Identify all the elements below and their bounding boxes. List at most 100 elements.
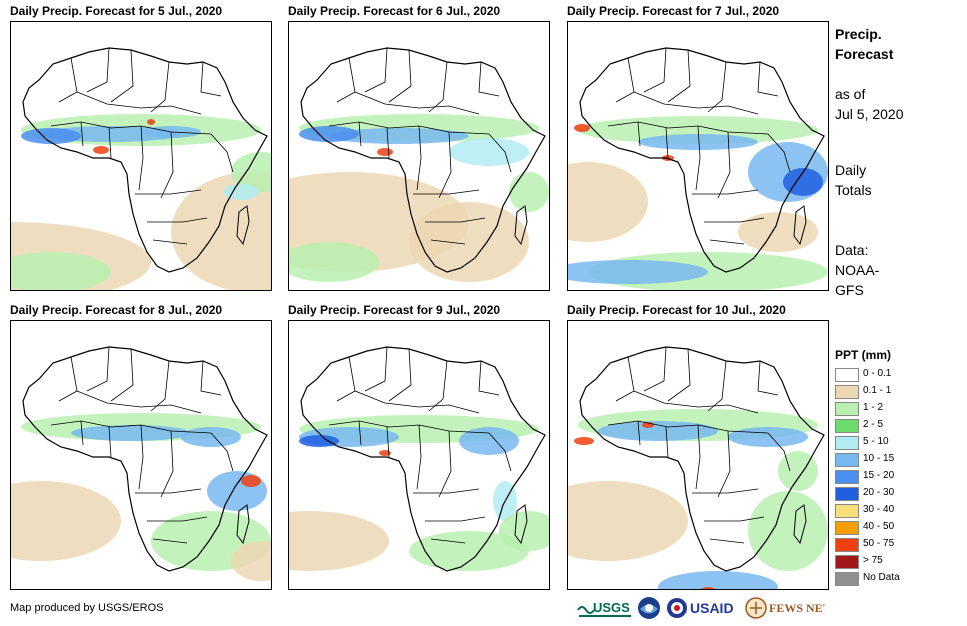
fews-net-logo: FEWS NET <box>745 596 831 620</box>
legend-swatch <box>835 504 859 518</box>
forecast-map[interactable] <box>288 21 550 291</box>
side-title-line2: Forecast <box>835 46 894 62</box>
country-border <box>336 356 356 402</box>
legend-item: 5 - 10 <box>835 434 891 451</box>
legend-label: > 75 <box>863 555 883 566</box>
country-border <box>709 538 745 544</box>
country-border <box>80 420 84 446</box>
country-border <box>50 121 212 135</box>
africa-outline <box>579 346 825 572</box>
madagascar-outline <box>514 504 528 545</box>
africa-outline <box>579 47 825 273</box>
country-border <box>692 488 759 494</box>
side-asof: as of Jul 5, 2020 <box>835 84 904 124</box>
asof-line1: as of <box>835 86 866 102</box>
precip-area <box>299 126 359 142</box>
totals-line2: Totals <box>835 182 872 198</box>
country-border <box>643 47 667 93</box>
country-border <box>200 61 222 97</box>
country-border <box>364 47 388 93</box>
usgs-logo: USGS <box>577 596 633 620</box>
madagascar-outline <box>514 205 528 246</box>
precip-area <box>299 435 339 447</box>
map-graphic <box>289 346 549 572</box>
precip-area <box>568 260 708 284</box>
country-border <box>430 239 466 245</box>
legend-label: No Data <box>863 572 900 583</box>
precip-legend: PPT (mm) 0 - 0.1 0.1 - 1 1 - 2 2 - 5 5 - 10 1… <box>835 348 900 587</box>
precip-area <box>171 172 271 290</box>
legend-label: 30 - 40 <box>863 504 895 515</box>
africa-outline <box>300 346 546 572</box>
forecast-map[interactable] <box>10 21 272 291</box>
legend-label: 40 - 50 <box>863 521 895 532</box>
panel-title: Daily Precip. Forecast for 7 Jul., 2020 <box>567 4 780 18</box>
africa-outline <box>22 346 268 572</box>
svg-text:USGS: USGS <box>593 600 630 615</box>
legend-label: 1 - 2 <box>863 402 884 413</box>
legend-swatch <box>835 521 859 535</box>
country-border <box>364 346 388 392</box>
legend-label: 10 - 15 <box>863 453 895 464</box>
precip-area <box>409 202 529 282</box>
legend-item: 1 - 2 <box>835 400 891 417</box>
legend-label: 50 - 75 <box>863 538 895 549</box>
country-border <box>50 420 212 434</box>
country-border <box>607 121 769 135</box>
country-border <box>709 239 745 245</box>
forecast-map[interactable] <box>288 320 550 590</box>
country-border <box>138 125 144 191</box>
map-graphic <box>289 47 549 282</box>
madagascar-outline <box>793 205 807 246</box>
country-border <box>704 516 765 522</box>
country-border <box>147 516 208 522</box>
country-border <box>428 360 448 412</box>
legend-swatch <box>835 419 859 433</box>
legend-item: No Data <box>835 570 900 587</box>
legend-item: 40 - 50 <box>835 519 895 536</box>
map-graphic <box>568 346 828 589</box>
legend-item: 0.1 - 1 <box>835 383 891 400</box>
country-border <box>413 189 480 195</box>
country-border <box>150 360 170 412</box>
country-border <box>717 430 731 498</box>
country-border <box>108 127 112 159</box>
precip-area <box>289 242 379 282</box>
precip-area <box>241 475 261 487</box>
country-border <box>388 348 412 402</box>
precip-area <box>11 252 111 290</box>
country-border <box>430 538 466 544</box>
forecast-map[interactable] <box>10 320 272 590</box>
legend-swatch <box>835 555 859 569</box>
country-border <box>615 356 635 402</box>
precip-area <box>778 451 818 491</box>
forecast-map[interactable] <box>567 320 829 590</box>
madagascar-outline <box>793 504 807 545</box>
country-border <box>667 49 691 103</box>
country-border <box>200 360 222 396</box>
legend-item: 50 - 75 <box>835 536 895 553</box>
country-border <box>388 49 412 103</box>
precip-area <box>71 425 191 441</box>
country-border <box>160 131 174 199</box>
map-credit: Map produced by USGS/EROS <box>10 602 164 614</box>
legend-swatch <box>835 368 859 382</box>
country-border <box>643 346 667 392</box>
country-border <box>110 49 134 103</box>
country-border <box>135 189 202 195</box>
country-border <box>86 346 110 392</box>
country-border <box>695 125 701 191</box>
precip-area <box>574 124 590 132</box>
panel-title: Daily Precip. Forecast for 5 Jul., 2020 <box>10 4 223 18</box>
country-border <box>152 538 188 544</box>
forecast-map[interactable] <box>567 21 829 291</box>
precip-area <box>658 571 778 589</box>
country-border <box>413 488 480 494</box>
precip-area <box>509 172 549 212</box>
legend-item: 20 - 30 <box>835 485 895 502</box>
panel-title: Daily Precip. Forecast for 8 Jul., 2020 <box>10 303 223 317</box>
country-border <box>86 47 110 93</box>
precip-area <box>748 491 828 571</box>
legend-label: 20 - 30 <box>863 487 895 498</box>
legend-label: 0 - 0.1 <box>863 368 892 379</box>
